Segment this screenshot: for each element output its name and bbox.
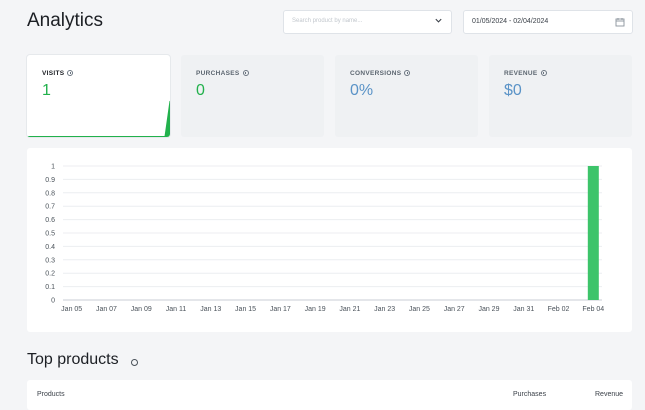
- x-tick-label: Jan 27: [444, 306, 465, 313]
- page-title: Analytics: [27, 10, 104, 31]
- y-tick-label: 0.8: [45, 190, 55, 197]
- calendar-icon: [615, 18, 625, 27]
- info-icon: [242, 70, 249, 76]
- x-tick-label: Jan 11: [166, 306, 187, 313]
- y-tick-label: 0.4: [45, 244, 55, 251]
- y-tick-label: 1: [51, 164, 55, 171]
- y-tick-label: 0.6: [45, 217, 55, 224]
- visits-bar-chart: 1 0.9 0.8 0.7 0.6 0.5 0.4 0.3 0.2 0.1 0 Jan 05 Jan 0…: [45, 164, 604, 314]
- x-tick-label: Jan 31: [513, 306, 534, 313]
- visits-chart-card: 1 0.9 0.8 0.7 0.6 0.5 0.4 0.3 0.2 0.1 0 Jan 05 Jan 0…: [27, 148, 632, 332]
- product-search-select[interactable]: Search product by name...: [283, 10, 452, 34]
- stat-card-conversions[interactable]: CONVERSIONS 0%: [335, 55, 478, 137]
- stat-value: 0: [196, 82, 205, 99]
- info-icon: [131, 359, 138, 366]
- stat-label: REVENUE: [504, 70, 547, 77]
- x-tick-label: Jan 29: [478, 306, 499, 313]
- y-tick-label: 0.3: [45, 257, 55, 264]
- stat-value: 1: [42, 82, 51, 99]
- top-products-table: Products Purchases Revenue: [27, 380, 632, 410]
- stat-card-revenue[interactable]: REVENUE $0: [489, 55, 632, 137]
- chart-bar: [587, 166, 599, 300]
- top-products-title: Top products: [27, 351, 119, 368]
- x-tick-label: Jan 17: [270, 306, 291, 313]
- y-tick-label: 0.7: [45, 204, 55, 211]
- x-tick-label: Jan 13: [200, 306, 221, 313]
- visits-sparkline: [27, 100, 170, 137]
- x-tick-label: Jan 21: [339, 306, 360, 313]
- chevron-down-icon: [435, 18, 442, 23]
- x-tick-label: Feb 02: [548, 306, 570, 313]
- stat-label: PURCHASES: [196, 70, 249, 77]
- product-search-placeholder: Search product by name...: [292, 18, 363, 24]
- info-icon: [540, 70, 547, 76]
- info-icon: [67, 70, 74, 76]
- date-range-value: 01/05/2024 - 02/04/2024: [472, 18, 549, 25]
- info-icon: [404, 70, 411, 76]
- stat-card-purchases[interactable]: PURCHASES 0: [181, 55, 324, 137]
- x-tick-label: Jan 05: [61, 306, 82, 313]
- stat-card-visits[interactable]: VISITS 1: [27, 55, 170, 137]
- y-tick-label: 0.5: [45, 231, 55, 238]
- x-tick-label: Jan 07: [96, 306, 117, 313]
- x-tick-label: Jan 09: [131, 306, 152, 313]
- y-tick-label: 0.2: [45, 271, 55, 278]
- y-tick-label: 0.9: [45, 177, 55, 184]
- column-header-purchases[interactable]: Purchases: [513, 391, 547, 398]
- x-tick-label: Jan 15: [235, 306, 256, 313]
- x-tick-label: Jan 25: [409, 306, 430, 313]
- stat-value: 0%: [350, 82, 374, 99]
- column-header-revenue[interactable]: Revenue: [595, 391, 624, 398]
- y-tick-label: 0: [51, 298, 55, 305]
- y-tick-label: 0.1: [45, 284, 55, 291]
- column-header-products[interactable]: Products: [37, 391, 65, 398]
- x-tick-label: Feb 04: [582, 306, 604, 313]
- date-range-picker[interactable]: 01/05/2024 - 02/04/2024: [463, 10, 633, 34]
- stat-value: $0: [504, 82, 522, 99]
- x-tick-label: Jan 19: [305, 306, 326, 313]
- stat-label: VISITS: [42, 70, 74, 77]
- x-tick-label: Jan 23: [374, 306, 395, 313]
- stat-label: CONVERSIONS: [350, 70, 411, 77]
